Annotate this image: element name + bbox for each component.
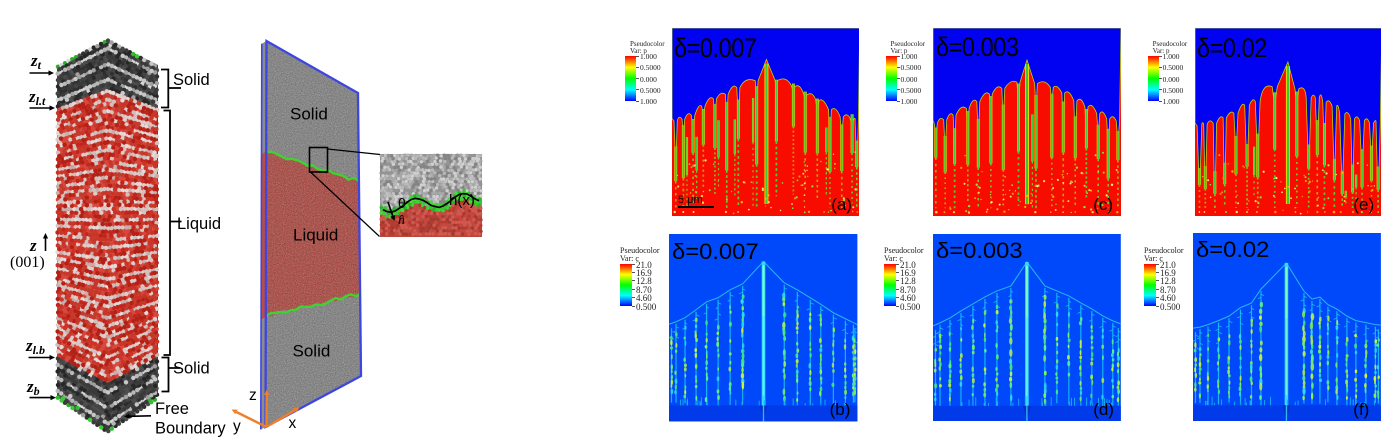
svg-text:θ: θ	[398, 195, 406, 211]
svg-text:h(x): h(x)	[449, 192, 475, 209]
svg-text:z: z	[249, 387, 257, 404]
svg-text:Solid: Solid	[290, 105, 328, 124]
svg-text:Liquid: Liquid	[293, 226, 338, 245]
svg-text:zt: zt	[30, 51, 42, 72]
svg-text:Solid: Solid	[293, 342, 331, 361]
svg-text:(001): (001)	[10, 254, 45, 271]
svg-text:zb: zb	[26, 377, 40, 398]
svg-text:Solid: Solid	[173, 360, 210, 378]
svg-text:n̂: n̂	[398, 213, 405, 228]
svg-text:Liquid: Liquid	[177, 215, 221, 233]
svg-text:Solid: Solid	[173, 71, 210, 89]
svg-text:y: y	[233, 418, 241, 435]
svg-text:Boundary: Boundary	[155, 420, 226, 438]
svg-text:x: x	[289, 415, 297, 432]
svg-text:Free: Free	[155, 400, 189, 418]
svg-text:zl.b: zl.b	[25, 336, 45, 357]
svg-text:z: z	[29, 236, 37, 255]
svg-text:zl.t: zl.t	[28, 87, 46, 108]
